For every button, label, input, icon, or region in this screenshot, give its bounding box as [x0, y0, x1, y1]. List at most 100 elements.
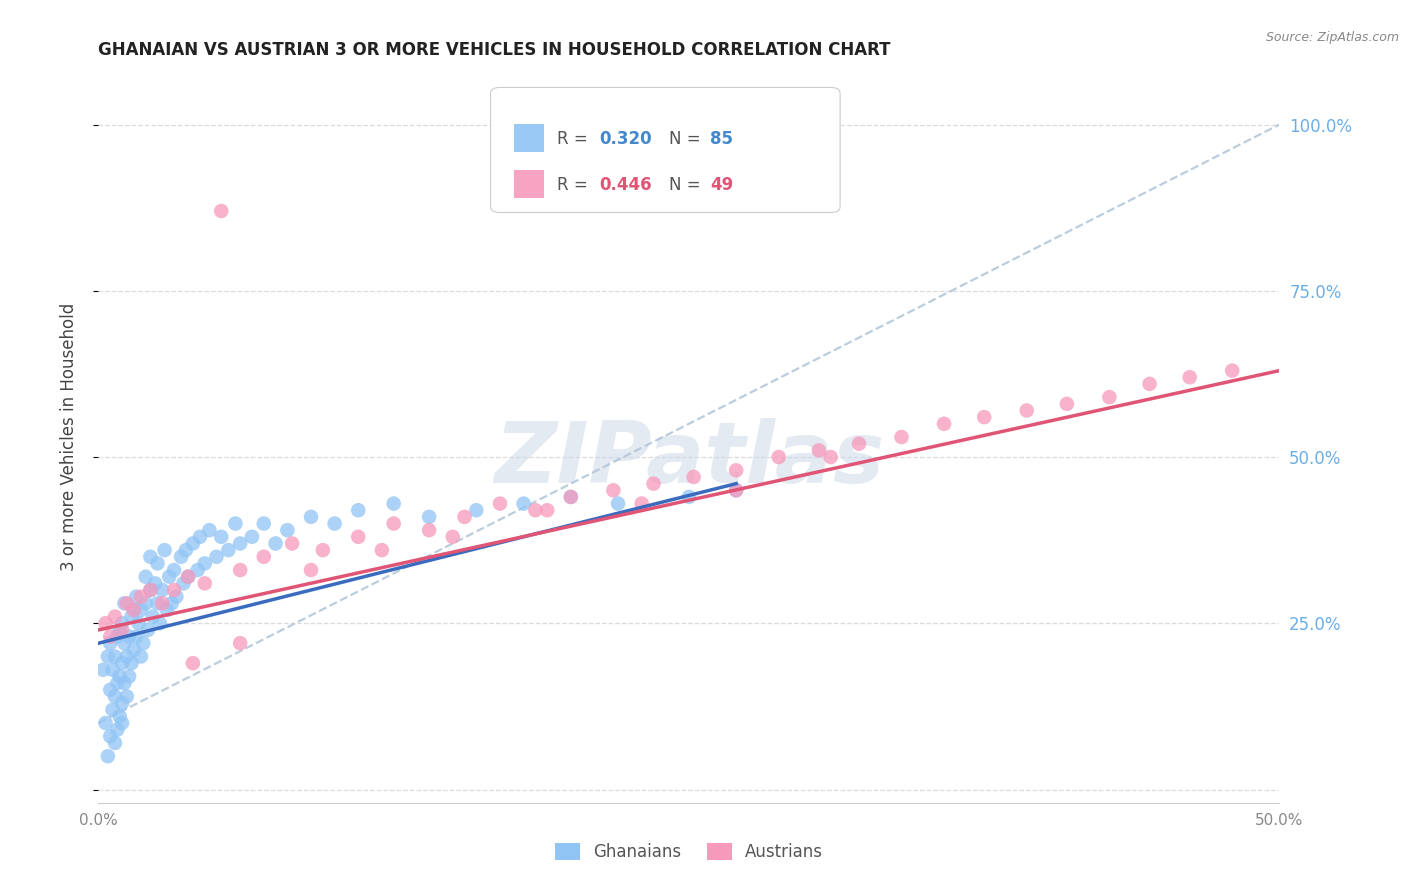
Point: [105, 676, 128, 690]
Point: [112, 676, 135, 690]
Point: [682, 470, 704, 484]
Point: [347, 530, 370, 544]
Point: [299, 563, 322, 577]
Point: [607, 497, 630, 511]
Point: [643, 476, 665, 491]
Point: [121, 609, 143, 624]
Point: [112, 636, 135, 650]
Text: 0.320: 0.320: [599, 129, 652, 148]
Point: [111, 696, 134, 710]
Point: [312, 543, 335, 558]
Text: 49: 49: [710, 176, 734, 194]
Point: [111, 656, 134, 670]
Point: [101, 663, 124, 677]
Point: [536, 503, 558, 517]
Point: [121, 656, 143, 670]
Point: [768, 450, 790, 464]
Point: [139, 582, 162, 597]
Point: [170, 549, 193, 564]
Point: [108, 623, 131, 637]
Point: [725, 483, 748, 498]
Point: [276, 523, 298, 537]
Point: [418, 523, 440, 537]
Point: [240, 530, 263, 544]
Point: [890, 430, 912, 444]
Point: [112, 596, 135, 610]
Point: [146, 557, 169, 571]
Text: R =: R =: [557, 129, 593, 148]
Point: [104, 736, 127, 750]
Point: [91, 663, 114, 677]
Point: [111, 623, 134, 637]
Point: [725, 483, 748, 498]
Text: 85: 85: [710, 129, 733, 148]
Point: [97, 749, 120, 764]
Point: [229, 536, 252, 550]
Point: [97, 649, 120, 664]
Point: [187, 563, 209, 577]
Point: [198, 523, 221, 537]
Point: [150, 596, 173, 610]
Point: [128, 616, 150, 631]
FancyBboxPatch shape: [515, 170, 544, 198]
Point: [139, 549, 162, 564]
Text: N =: N =: [669, 129, 706, 148]
Point: [156, 603, 179, 617]
Point: [382, 497, 405, 511]
Point: [848, 436, 870, 450]
Point: [229, 563, 252, 577]
Point: [143, 576, 166, 591]
Text: ZIPatlas: ZIPatlas: [494, 417, 884, 500]
Point: [111, 616, 134, 631]
Point: [973, 410, 995, 425]
Point: [209, 530, 232, 544]
Point: [160, 596, 183, 610]
Point: [98, 636, 121, 650]
FancyBboxPatch shape: [515, 124, 544, 152]
Point: [630, 497, 652, 511]
Point: [118, 630, 141, 644]
Point: [125, 630, 148, 644]
Point: [136, 623, 159, 637]
Point: [105, 630, 128, 644]
Point: [560, 490, 582, 504]
Point: [217, 543, 239, 558]
Point: [122, 603, 145, 617]
Point: [94, 616, 117, 631]
Point: [465, 503, 488, 517]
Point: [118, 669, 141, 683]
Point: [1220, 363, 1243, 377]
Point: [209, 204, 232, 219]
Point: [177, 570, 200, 584]
Point: [115, 596, 138, 610]
Point: [104, 649, 127, 664]
Point: [932, 417, 955, 431]
Point: [111, 716, 134, 731]
Point: [129, 649, 152, 664]
Point: [165, 590, 187, 604]
Point: [98, 682, 121, 697]
Point: [347, 503, 370, 517]
Point: [153, 543, 176, 558]
Point: [253, 549, 276, 564]
Legend: Ghanaians, Austrians: Ghanaians, Austrians: [548, 836, 830, 868]
Point: [172, 576, 194, 591]
Point: [129, 603, 152, 617]
Point: [253, 516, 276, 531]
Point: [725, 463, 748, 477]
Point: [299, 509, 322, 524]
Point: [98, 729, 121, 743]
Point: [174, 543, 197, 558]
Point: [602, 483, 624, 498]
Point: [489, 497, 512, 511]
Point: [104, 609, 127, 624]
Point: [264, 536, 287, 550]
Point: [1056, 397, 1078, 411]
Point: [108, 669, 131, 683]
Point: [149, 616, 172, 631]
Point: [560, 490, 582, 504]
Point: [132, 636, 155, 650]
Point: [453, 509, 475, 524]
Text: R =: R =: [557, 176, 593, 194]
Point: [181, 656, 204, 670]
